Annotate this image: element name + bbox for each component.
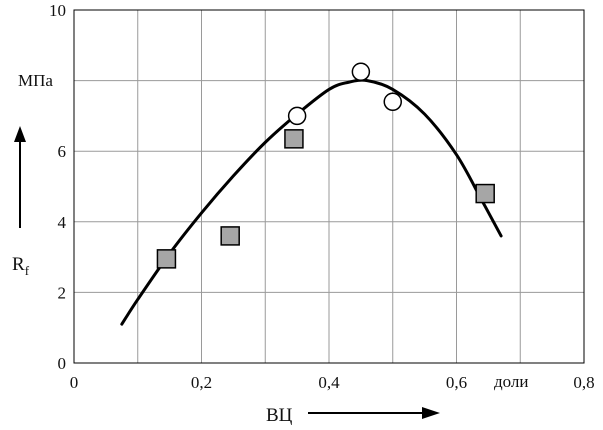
y-tick-label: 4	[58, 213, 67, 232]
circle-point	[383, 92, 402, 112]
y-unit-label: МПа	[18, 71, 53, 90]
square-point	[284, 129, 304, 149]
x-tick-label: 0,6	[446, 373, 467, 392]
x-axis-arrow-head	[422, 407, 440, 419]
y-axis-label-main: R	[12, 254, 25, 275]
square-point	[220, 226, 240, 246]
y-tick-label: 2	[58, 283, 67, 302]
plot-frame	[73, 9, 585, 364]
y-axis-label-subscript: f	[25, 263, 30, 278]
trend-curve	[120, 78, 503, 326]
series-layer	[120, 62, 503, 326]
y-axis-label: Rf	[12, 254, 30, 278]
y-tick-label: 10	[49, 1, 66, 20]
y-tick-labels: 0 2 4 6 10	[49, 1, 67, 373]
square-point	[475, 183, 495, 204]
circle-point	[287, 106, 307, 126]
x-tick-label: 0,2	[191, 373, 212, 392]
x-tick-label: 0,4	[318, 373, 340, 392]
square-point	[156, 249, 177, 269]
x-axis-label: ВЦ	[266, 405, 293, 426]
x-unit-label: доли	[494, 372, 529, 391]
x-tick-label: 0,8	[573, 373, 594, 392]
grid	[74, 10, 584, 363]
y-tick-label: 0	[58, 354, 67, 373]
x-tick-labels: 0 0,2 0,4 0,6 0,8	[70, 373, 595, 392]
y-axis-arrow-head	[14, 126, 26, 142]
x-tick-label: 0	[70, 373, 79, 392]
y-tick-label: 6	[58, 142, 67, 161]
circle-point	[351, 62, 371, 82]
